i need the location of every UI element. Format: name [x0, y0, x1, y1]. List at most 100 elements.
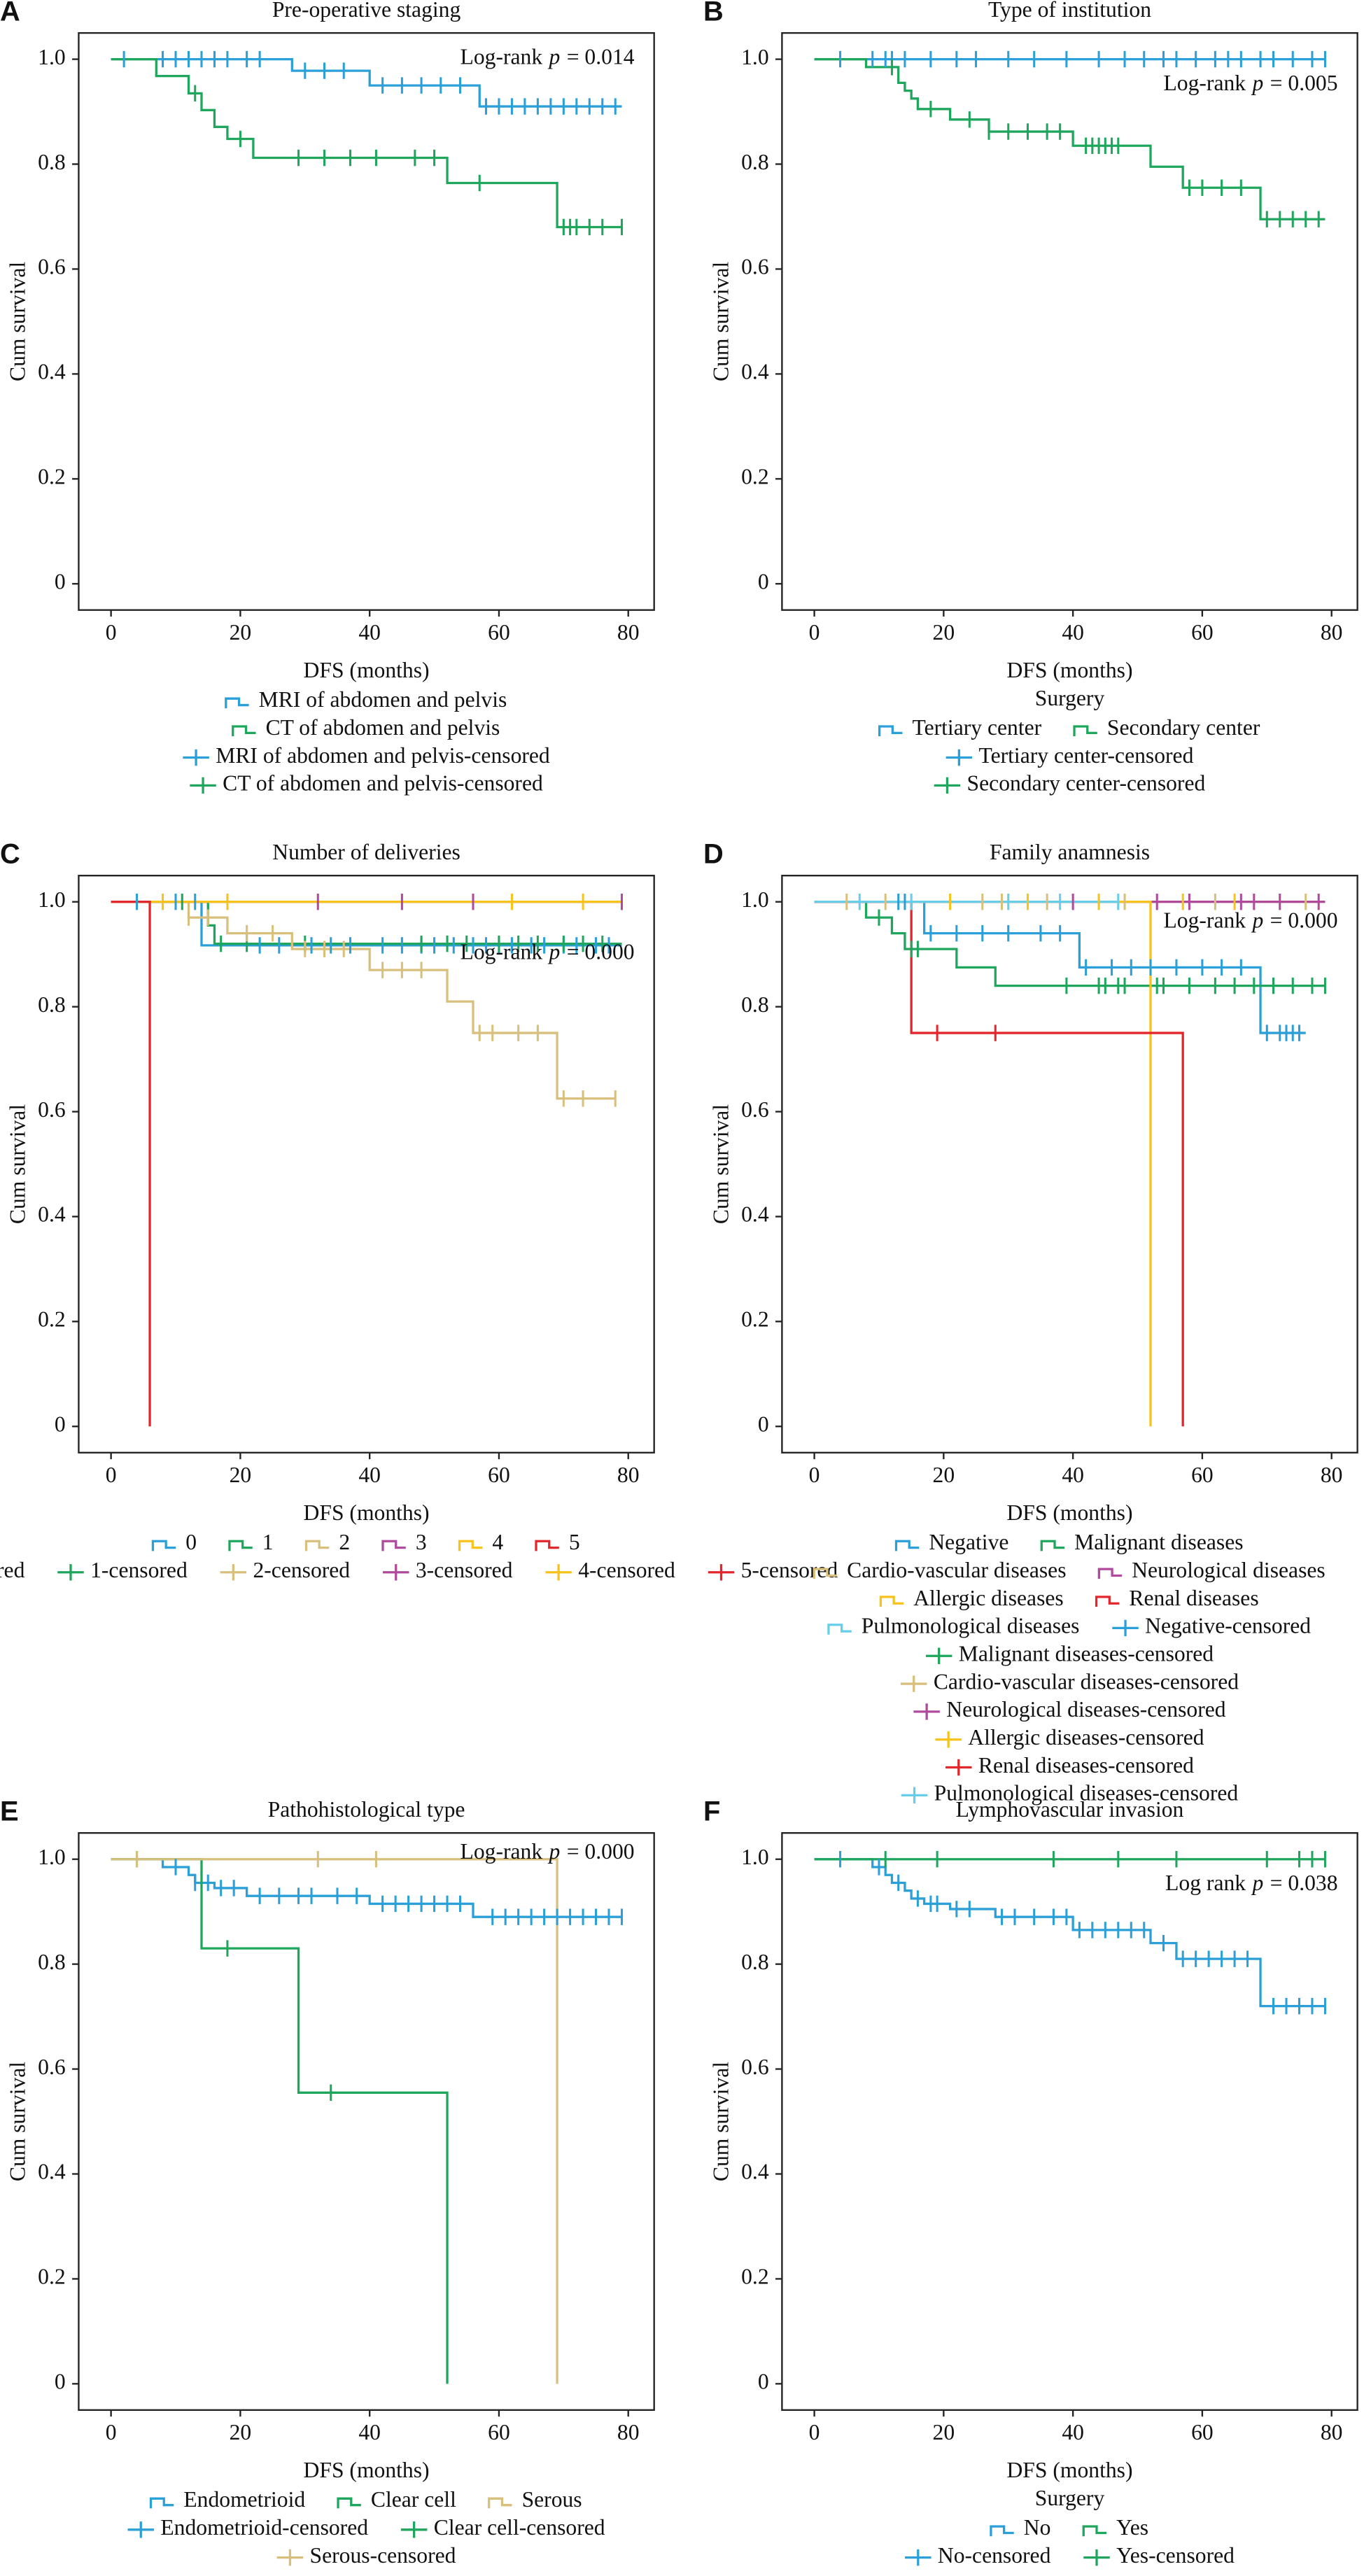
chart-title: Number of deliveries [272, 840, 460, 864]
legend-label: MRI of abdomen and pelvis [259, 687, 507, 712]
y-tick-label: 0.8 [38, 992, 66, 1017]
legend-entry: Negative-censored [1112, 1614, 1311, 1638]
legend-label: Cardio-vascular diseases-censored [934, 1669, 1239, 1694]
x-tick-label: 40 [358, 2420, 381, 2444]
y-tick-label: 0.2 [741, 1307, 769, 1332]
y-tick-label: 0.4 [741, 1202, 769, 1227]
annotation-text: Log-rank [460, 45, 543, 69]
y-tick-label: 0.4 [38, 1202, 66, 1227]
legend-entry: Tertiary center-censored [945, 743, 1194, 768]
legend-row: Cardio-vascular diseases Neurological dis… [813, 1558, 1326, 1582]
legend-label: Neurological diseases [1132, 1558, 1326, 1582]
y-tick-label: 0.2 [38, 1307, 66, 1332]
y-tick-label: 0.6 [741, 1097, 769, 1122]
legend-symbol [827, 1624, 852, 1635]
x-tick-label: 0 [809, 2420, 820, 2444]
y-tick-label: 1.0 [741, 887, 769, 912]
legend-symbol [1095, 1596, 1120, 1607]
legend-row: Pulmonological diseases Negative-censored [827, 1614, 1311, 1638]
legend-entry: Clear cell [337, 2487, 456, 2512]
y-tick-label: 0 [55, 1412, 66, 1437]
x-axis-label: DFS (months) [1006, 2458, 1132, 2482]
panel: D Family anamnesis 0 0.2 0.4 0.6 0.8 1.0 0 20 40 60… [703, 839, 1358, 1806]
legend-entry: Tertiary center [878, 715, 1042, 740]
legend-entry: Negative [894, 1530, 1008, 1554]
legend-label: 2-censored [253, 1558, 350, 1582]
legend-title: Surgery [1035, 686, 1105, 710]
legend-label: Pulmonological diseases-censored [934, 1781, 1239, 1806]
legend-symbol [1073, 725, 1097, 737]
y-tick-label: 1.0 [38, 887, 66, 912]
legend-row: Allergic diseases Renal diseases [879, 1586, 1259, 1610]
legend-entry: Renal diseases-censored [945, 1753, 1194, 1778]
y-tick-label: 1.0 [38, 1845, 66, 1869]
panel-label: B [703, 0, 724, 27]
x-tick-label: 40 [1062, 2420, 1084, 2444]
legend-entry: Endometrioid-censored [127, 2515, 368, 2540]
legend-label: Pulmonological diseases [862, 1614, 1080, 1638]
legend-label: No [1024, 2515, 1051, 2540]
y-tick-label: 0.8 [38, 1950, 66, 1974]
legend-row: Tertiary center Secondary center [878, 715, 1260, 740]
legend-row: Neurological diseases-censored [913, 1697, 1226, 1722]
legend-row: 0 1 2 3 4 5 [151, 1530, 580, 1554]
legend-row: CT of abdomen and pelvis [232, 715, 500, 740]
y-tick-label: 0.2 [38, 2265, 66, 2289]
legend-row: Allergic diseases-censored [935, 1725, 1204, 1750]
y-tick-label: 0.4 [38, 360, 66, 384]
survival-curve [111, 1858, 449, 2384]
annotation-value: = 0.038 [1270, 1871, 1338, 1895]
legend-entry: CT of abdomen and pelvis [232, 715, 500, 740]
legend-entry: Endometrioid [149, 2487, 305, 2512]
legend-entry: Renal diseases [1095, 1586, 1259, 1610]
legend-entry: 1 [228, 1530, 274, 1554]
survival-curve [814, 901, 1306, 1034]
legend-label: Neurological diseases-censored [946, 1697, 1226, 1722]
survival-curve [814, 1858, 1326, 2008]
y-tick-label: 0.6 [38, 1097, 66, 1122]
x-tick-label: 40 [358, 1463, 381, 1487]
legend-symbol [878, 725, 903, 737]
panel-label: A [0, 0, 20, 27]
x-tick-label: 60 [1191, 620, 1214, 645]
legend-row: MRI of abdomen and pelvis [225, 687, 507, 712]
annotation-italic: p [1251, 908, 1263, 933]
annotation-italic: p [1251, 1871, 1263, 1895]
x-tick-label: 0 [809, 620, 820, 645]
legend-label: 1 [262, 1530, 274, 1554]
annotation-text: Log-rank [1163, 71, 1246, 95]
legend-label: Malignant diseases [1074, 1530, 1243, 1554]
legend-symbol [894, 1540, 920, 1551]
x-axis-label: DFS (months) [304, 2458, 430, 2482]
survival-curve [111, 1858, 622, 1918]
legend-label: Serous [522, 2487, 582, 2512]
legend-label: Endometrioid-censored [160, 2515, 368, 2540]
survival-curve [111, 901, 151, 1427]
annotation-text: Log rank [1165, 1871, 1246, 1895]
legend-entry: MRI of abdomen and pelvis [225, 687, 507, 712]
chart-title: Lymphovascular invasion [956, 1797, 1184, 1822]
plot-frame [78, 875, 655, 1454]
x-tick-label: 60 [1191, 1463, 1214, 1487]
legend-entry: 4 [458, 1530, 503, 1554]
x-tick-label: 60 [488, 620, 510, 645]
legend-label: Cardio-vascular diseases [847, 1558, 1066, 1582]
x-tick-label: 80 [617, 2420, 640, 2444]
legend-row: Malignant diseases-censored [925, 1641, 1214, 1666]
legend-row: No Yes [990, 2515, 1148, 2540]
legend-symbol [458, 1540, 483, 1551]
plot-frame [78, 31, 655, 611]
legend-symbol [304, 1540, 330, 1551]
y-tick-label: 0.6 [38, 2055, 66, 2079]
legend-entry: Cardio-vascular diseases-censored [900, 1669, 1239, 1694]
legend-symbol [813, 1568, 838, 1579]
y-axis-label: Cum survival [5, 262, 29, 381]
legend-entry: Secondary center-censored [934, 771, 1206, 796]
legend-entry: 4-censored [545, 1558, 675, 1582]
legend-label: Secondary center [1107, 715, 1260, 740]
legend-row: Endometrioid-censored Clear cell-censored [127, 2515, 605, 2540]
legend-entry: Neurological diseases-censored [913, 1697, 1226, 1722]
x-tick-label: 20 [933, 2420, 955, 2444]
legend-label: 0 [185, 1530, 197, 1554]
legend-symbol [879, 1596, 904, 1607]
